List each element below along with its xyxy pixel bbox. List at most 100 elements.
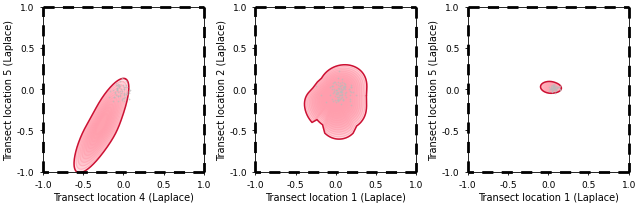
Polygon shape [306, 67, 365, 137]
Point [550, 88, 560, 91]
Point [328, 100, 338, 104]
Point [545, 88, 556, 91]
Point [111, 82, 122, 85]
Point [550, 86, 560, 89]
Point [122, 91, 132, 95]
Point [110, 92, 120, 95]
Point [327, 85, 337, 88]
Polygon shape [320, 82, 349, 116]
Point [333, 77, 343, 81]
X-axis label: Transect location 1 (Laplace): Transect location 1 (Laplace) [266, 192, 406, 202]
Point [333, 84, 343, 88]
Point [119, 100, 129, 103]
Point [337, 77, 347, 81]
Point [547, 87, 557, 90]
Point [115, 85, 125, 88]
Point [333, 92, 344, 95]
Point [327, 98, 337, 101]
Point [556, 88, 566, 91]
Point [551, 89, 561, 92]
Point [547, 85, 557, 88]
Point [331, 101, 341, 104]
X-axis label: Transect location 1 (Laplace): Transect location 1 (Laplace) [477, 192, 619, 202]
Point [331, 83, 341, 86]
Point [552, 85, 562, 89]
Point [341, 91, 351, 95]
Point [125, 89, 135, 92]
Point [338, 98, 348, 101]
Polygon shape [324, 87, 344, 110]
Point [336, 87, 346, 91]
Polygon shape [544, 84, 559, 92]
Point [108, 99, 118, 103]
Polygon shape [543, 83, 559, 93]
Point [326, 85, 337, 88]
Point [337, 91, 347, 94]
Point [115, 94, 125, 97]
Polygon shape [308, 69, 364, 135]
Point [549, 87, 559, 90]
Point [120, 86, 130, 89]
Point [124, 92, 134, 95]
Point [121, 84, 131, 87]
Point [338, 86, 348, 89]
Point [337, 96, 348, 99]
Point [339, 87, 349, 90]
Point [339, 86, 349, 89]
Point [335, 91, 346, 95]
Point [113, 100, 124, 103]
Point [335, 91, 346, 94]
Point [119, 88, 129, 92]
Point [118, 96, 129, 100]
Polygon shape [323, 85, 346, 112]
Point [333, 91, 344, 94]
Point [329, 88, 339, 91]
Point [336, 97, 346, 100]
Polygon shape [80, 89, 123, 163]
Point [345, 100, 355, 103]
Point [113, 91, 124, 94]
Point [115, 80, 125, 83]
Point [340, 86, 350, 89]
Point [336, 94, 346, 97]
Polygon shape [319, 80, 351, 119]
Polygon shape [545, 84, 557, 91]
Point [335, 82, 346, 85]
Point [550, 88, 561, 91]
Point [334, 96, 344, 99]
Point [116, 92, 127, 95]
Point [316, 94, 326, 97]
Point [547, 90, 557, 93]
Point [112, 87, 122, 91]
Point [333, 70, 344, 74]
Point [335, 91, 345, 94]
Point [550, 90, 560, 93]
Point [549, 88, 559, 91]
Point [112, 84, 122, 87]
Point [118, 84, 128, 87]
Point [332, 98, 342, 102]
Point [346, 86, 356, 89]
Point [119, 91, 129, 95]
Point [549, 85, 559, 88]
Point [331, 89, 341, 92]
Point [327, 88, 337, 91]
Point [113, 85, 124, 88]
Polygon shape [76, 82, 127, 170]
Point [548, 84, 559, 87]
Point [334, 88, 344, 91]
Point [546, 86, 556, 89]
Point [547, 89, 557, 92]
Point [116, 99, 127, 102]
Point [549, 87, 559, 90]
Point [548, 87, 559, 90]
Point [332, 91, 342, 94]
Polygon shape [92, 108, 111, 142]
Polygon shape [326, 89, 342, 107]
Point [546, 88, 556, 91]
Point [110, 91, 120, 95]
Point [340, 88, 351, 91]
Point [332, 89, 342, 92]
Point [332, 93, 342, 96]
Polygon shape [316, 77, 355, 123]
